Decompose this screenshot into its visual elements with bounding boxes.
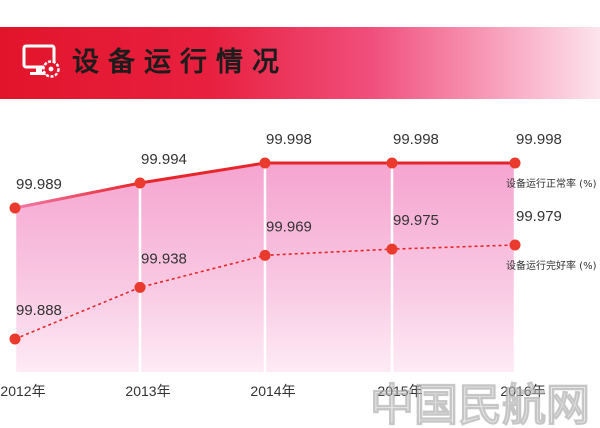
data-point-s1-2	[259, 249, 271, 261]
monitor-gear-icon	[22, 44, 60, 80]
x-tick-label: 2014年	[250, 383, 295, 399]
x-tick-label: 2012年	[0, 383, 45, 399]
data-label-s0-1: 99.994	[141, 151, 187, 168]
data-point-s1-3	[386, 243, 398, 255]
legend-label-1: 设备运行完好率 (%)	[506, 259, 597, 272]
chart-marks	[9, 157, 521, 372]
data-point-s0-3	[386, 157, 398, 169]
data-label-s0-4: 99.998	[516, 131, 562, 148]
chart-labels: 99.989 99.994 99.998 99.998 99.998 设备运行正常率 (%…	[0, 131, 596, 399]
data-point-s0-2	[259, 157, 271, 169]
chart-title: 设备运行情况	[72, 47, 288, 78]
data-label-s1-3: 99.975	[393, 212, 439, 229]
data-point-s1-0	[9, 333, 21, 345]
data-point-s1-1	[134, 281, 146, 293]
x-tick-label: 2015年	[377, 383, 422, 399]
data-label-s1-2: 99.969	[266, 218, 312, 235]
data-point-s0-4	[509, 157, 521, 169]
legend-label-0: 设备运行正常率 (%)	[506, 177, 597, 190]
data-label-s1-4: 99.979	[516, 208, 562, 225]
data-label-s1-0: 99.888	[16, 302, 62, 319]
data-label-s0-2: 99.998	[266, 131, 312, 148]
watermark: 中国民航网	[370, 380, 590, 428]
data-label-s0-3: 99.998	[393, 131, 439, 148]
data-point-s1-4	[509, 239, 521, 251]
x-tick-label: 2013年	[125, 383, 170, 399]
data-label-s0-0: 99.989	[16, 176, 62, 193]
header-banner: 设备运行情况	[0, 27, 600, 99]
x-tick-label: 2016年	[500, 383, 545, 399]
data-point-s0-1	[134, 177, 146, 189]
data-point-s0-0	[9, 202, 21, 214]
data-label-s1-1: 99.938	[141, 250, 187, 267]
